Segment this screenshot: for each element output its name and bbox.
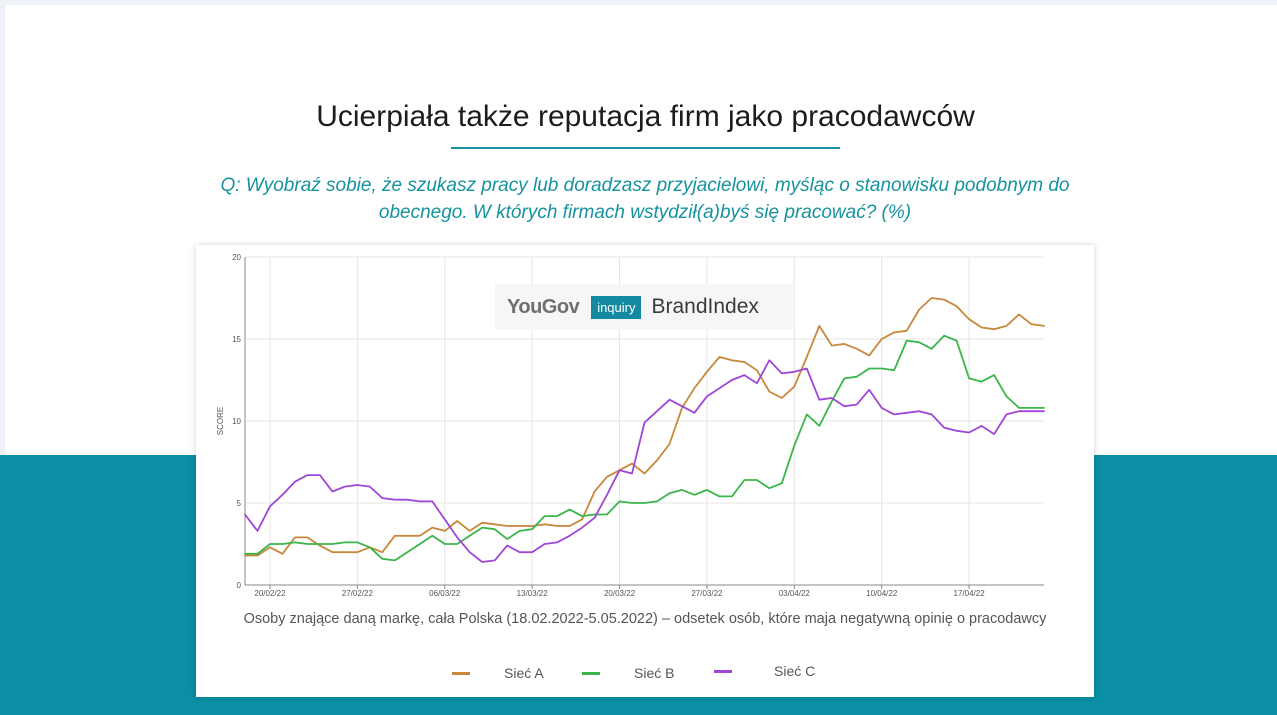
legend-swatch-siec-b <box>582 671 600 675</box>
brand-logo: YouGov inquiry BrandIndex <box>495 284 793 330</box>
x-tick-label: 27/03/22 <box>691 589 723 598</box>
series-line-siec-a <box>244 297 1045 557</box>
x-tick-label: 27/02/22 <box>342 589 374 598</box>
series-line-siec-c <box>244 359 1045 563</box>
axes-layer: 0 5 10 15 20 20/02/22 27/02/22 06/03/22 13/03/22… <box>232 253 1044 598</box>
x-tick-label: 20/02/22 <box>254 589 286 598</box>
left-strip <box>0 0 5 455</box>
chart-card: 0 5 10 15 20 20/02/22 27/02/22 06/03/22 13/03/22… <box>196 245 1094 697</box>
y-tick-label: 0 <box>237 581 242 590</box>
legend-label-siec-c: Sieć C <box>774 663 816 679</box>
x-tick-label: 10/04/22 <box>866 589 898 598</box>
legend-item-siec-c: Sieć C <box>714 663 815 679</box>
legend-item-siec-b: Sieć B <box>582 665 674 681</box>
legend-swatch-siec-a <box>452 671 470 675</box>
legend-item-siec-a: Sieć A <box>452 665 544 681</box>
yougov-logo-text: YouGov <box>507 295 580 318</box>
y-axis-label: SCORE <box>216 407 225 435</box>
series-line-siec-b <box>244 334 1045 562</box>
title-underline <box>451 147 840 149</box>
legend-label-siec-a: Sieć A <box>504 665 544 681</box>
legend-label-siec-b: Sieć B <box>634 665 675 681</box>
x-tick-label: 03/04/22 <box>779 589 811 598</box>
y-tick-label: 15 <box>232 335 241 344</box>
x-tick-label: 20/03/22 <box>604 589 636 598</box>
x-tick-label: 13/03/22 <box>517 589 549 598</box>
series-layer <box>244 297 1045 563</box>
top-strip <box>0 0 1277 5</box>
chart-caption: Osoby znające daną markę, cała Polska (1… <box>243 611 1047 627</box>
inquiry-logo-badge: inquiry <box>591 295 642 319</box>
y-tick-label: 10 <box>232 417 241 426</box>
brandindex-logo-text: BrandIndex <box>651 295 759 318</box>
slide-title: Ucierpiała także reputacja firm jako pra… <box>316 100 975 133</box>
legend-swatch-siec-c <box>714 669 732 673</box>
y-tick-label: 5 <box>237 499 242 508</box>
x-tick-label: 17/04/22 <box>954 589 986 598</box>
x-tick-label: 06/03/22 <box>429 589 461 598</box>
y-tick-label: 20 <box>232 253 241 262</box>
survey-question: Q: Wyobraź sobie, że szukasz pracy lub d… <box>220 175 1070 223</box>
